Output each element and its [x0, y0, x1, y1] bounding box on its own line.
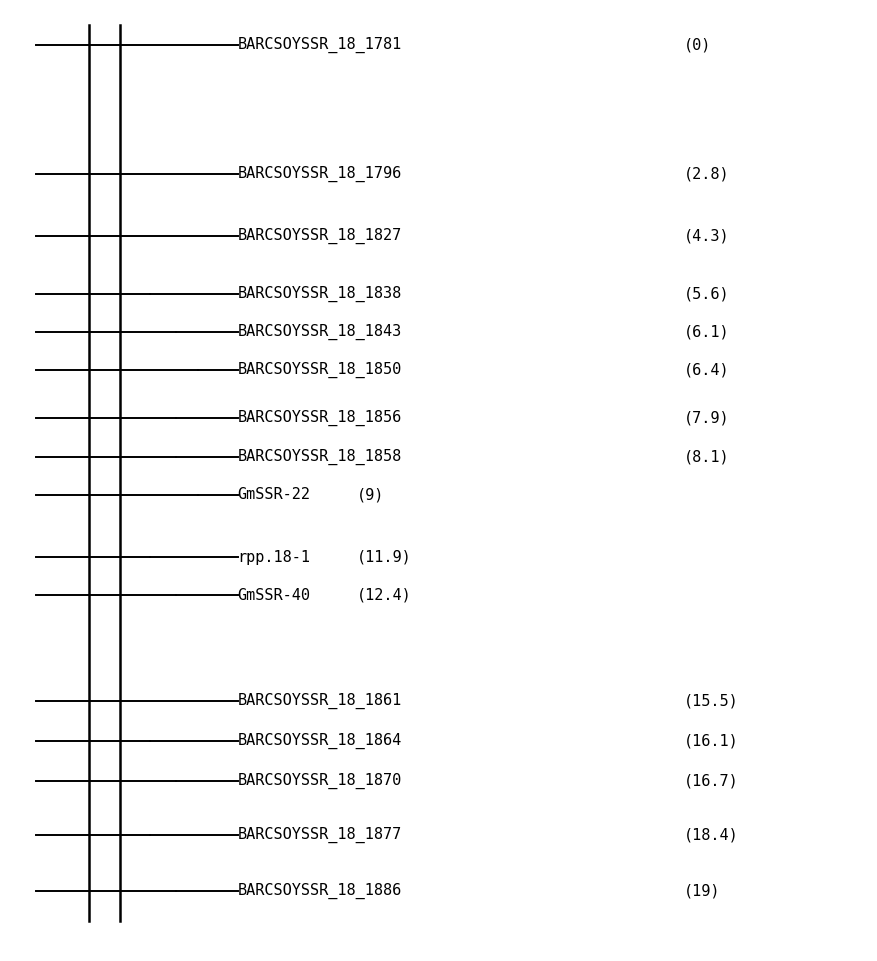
Text: BARCSOYSSR_18_1870: BARCSOYSSR_18_1870: [238, 774, 402, 790]
Text: GmSSR-22: GmSSR-22: [238, 487, 310, 503]
Text: (16.1): (16.1): [683, 733, 738, 749]
Text: (18.4): (18.4): [683, 827, 738, 843]
Text: BARCSOYSSR_18_1843: BARCSOYSSR_18_1843: [238, 324, 402, 340]
Text: (6.1): (6.1): [683, 325, 729, 339]
Text: (19): (19): [683, 883, 720, 899]
Text: BARCSOYSSR_18_1864: BARCSOYSSR_18_1864: [238, 733, 402, 750]
Text: BARCSOYSSR_18_1796: BARCSOYSSR_18_1796: [238, 165, 402, 182]
Text: (12.4): (12.4): [356, 588, 411, 603]
Text: GmSSR-40: GmSSR-40: [238, 588, 310, 603]
Text: (11.9): (11.9): [356, 550, 411, 565]
Text: BARCSOYSSR_18_1781: BARCSOYSSR_18_1781: [238, 37, 402, 53]
Text: (7.9): (7.9): [683, 410, 729, 426]
Text: (9): (9): [356, 487, 383, 503]
Text: (6.4): (6.4): [683, 363, 729, 378]
Text: rpp.18-1: rpp.18-1: [238, 550, 310, 565]
Text: (5.6): (5.6): [683, 286, 729, 301]
Text: BARCSOYSSR_18_1886: BARCSOYSSR_18_1886: [238, 882, 402, 899]
Text: (0): (0): [683, 37, 710, 52]
Text: BARCSOYSSR_18_1856: BARCSOYSSR_18_1856: [238, 410, 402, 427]
Text: BARCSOYSSR_18_1858: BARCSOYSSR_18_1858: [238, 449, 402, 465]
Text: (4.3): (4.3): [683, 229, 729, 244]
Text: (16.7): (16.7): [683, 774, 738, 789]
Text: BARCSOYSSR_18_1861: BARCSOYSSR_18_1861: [238, 693, 402, 709]
Text: BARCSOYSSR_18_1827: BARCSOYSSR_18_1827: [238, 228, 402, 244]
Text: (2.8): (2.8): [683, 166, 729, 182]
Text: (8.1): (8.1): [683, 449, 729, 464]
Text: BARCSOYSSR_18_1850: BARCSOYSSR_18_1850: [238, 362, 402, 379]
Text: BARCSOYSSR_18_1877: BARCSOYSSR_18_1877: [238, 827, 402, 843]
Text: BARCSOYSSR_18_1838: BARCSOYSSR_18_1838: [238, 285, 402, 302]
Text: (15.5): (15.5): [683, 694, 738, 708]
